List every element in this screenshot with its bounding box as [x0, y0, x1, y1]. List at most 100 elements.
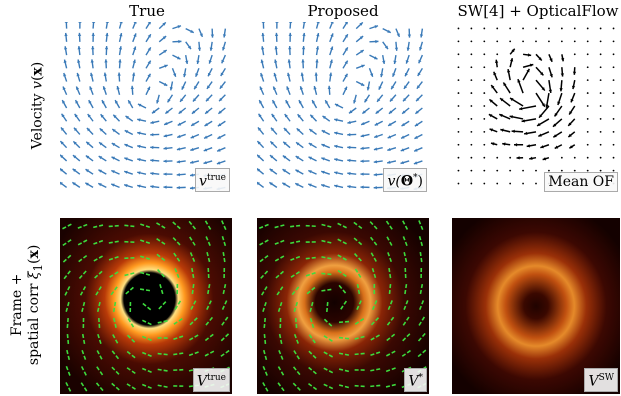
- correlation-tick: [290, 224, 303, 228]
- correlation-tick: [336, 367, 350, 373]
- optical-flow-dot: [586, 105, 589, 107]
- velocity-proposed-arrow: [284, 113, 291, 122]
- optical-flow-dot: [586, 66, 589, 69]
- optical-flow-dot: [586, 143, 589, 146]
- velocity-proposed-arrow: [401, 107, 410, 115]
- optical-flow-arrow: [542, 156, 550, 161]
- optical-flow-dot: [560, 27, 563, 30]
- velocity-proposed-arrow: [321, 129, 331, 136]
- optical-flow-arrow: [553, 105, 563, 117]
- velocity-true-arrow: [172, 54, 181, 60]
- velocity-true-arrow: [189, 160, 200, 164]
- optical-flow-dot: [599, 169, 602, 172]
- velocity-proposed-arrow: [307, 183, 317, 189]
- velocity-proposed-arrow: [308, 142, 317, 149]
- velocity-true-arrow: [195, 68, 200, 77]
- velocity-proposed-arrow: [269, 140, 278, 149]
- velocity-proposed-arrow: [413, 160, 423, 165]
- velocity-true-arrow: [222, 41, 227, 51]
- optical-flow-dot: [483, 169, 486, 172]
- velocity-proposed-arrow: [298, 99, 304, 109]
- optical-flow-dot: [548, 40, 550, 43]
- velocity-proposed-arrow: [271, 113, 278, 122]
- correlation-tick: [402, 300, 409, 312]
- velocity-true-arrow: [150, 184, 160, 189]
- correlation-tick: [109, 270, 121, 278]
- velocity-proposed-arrow: [342, 86, 348, 96]
- optical-flow-dot: [612, 118, 615, 120]
- velocity-true-arrow: [158, 80, 168, 87]
- optical-flow-dot: [573, 156, 576, 159]
- correlation-tick: [262, 348, 268, 360]
- velocity-proposed-arrow: [327, 85, 331, 95]
- velocity-true-arrow: [98, 155, 107, 162]
- correlation-tick: [140, 367, 152, 373]
- velocity-proposed-arrow: [334, 158, 344, 162]
- optical-flow-arrow: [548, 80, 553, 94]
- velocity-proposed-arrow: [386, 160, 397, 164]
- velocity-true-arrow: [163, 146, 173, 150]
- velocity-true-arrow: [150, 120, 160, 125]
- velocity-proposed-arrow: [369, 25, 379, 30]
- velocity-true-arrow: [145, 73, 152, 82]
- velocity-proposed-arrow: [348, 107, 357, 114]
- correlation-tick: [219, 333, 230, 343]
- optical-flow-dot: [509, 169, 512, 172]
- velocity-true-arrow: [163, 172, 173, 176]
- optical-flow-dot: [470, 156, 473, 159]
- velocity-true-arrow: [163, 159, 173, 163]
- velocity-proposed-arrow: [320, 184, 330, 189]
- optical-flow-dot: [599, 53, 602, 56]
- correlation-tick: [112, 299, 117, 313]
- tag-V-true: Vtrue: [192, 368, 230, 392]
- velocity-true-arrow: [101, 99, 107, 109]
- optical-flow-dot: [599, 156, 602, 159]
- frame-sw-panel: VSW: [452, 218, 620, 394]
- velocity-true-arrow: [163, 133, 173, 138]
- velocity-proposed-arrow: [260, 72, 265, 82]
- velocity-true-arrow: [205, 94, 213, 102]
- correlation-tick: [306, 365, 317, 375]
- velocity-proposed-arrow: [258, 99, 265, 109]
- velocity-true-arrow: [207, 67, 213, 77]
- velocity-proposed-arrow: [360, 185, 370, 189]
- optical-flow-dot: [470, 105, 473, 107]
- optical-flow-dot: [586, 27, 589, 30]
- optical-flow-dot: [470, 130, 473, 133]
- optical-flow-dot: [483, 92, 486, 94]
- optical-flow-arrow: [536, 118, 550, 127]
- optical-flow-arrow: [548, 54, 553, 63]
- correlation-tick: [124, 382, 136, 390]
- optical-flow-arrow: [521, 118, 537, 123]
- optical-flow-dot: [522, 169, 524, 172]
- velocity-proposed-arrow: [369, 39, 379, 44]
- velocity-proposed-arrow: [295, 155, 304, 162]
- velocity-proposed-arrow: [286, 86, 291, 96]
- tag-V-sw: VSW: [584, 368, 618, 392]
- optical-flow-dot: [599, 66, 602, 69]
- optical-flow-dot: [483, 66, 486, 69]
- correlation-tick: [140, 301, 152, 311]
- correlation-tick: [291, 364, 301, 376]
- frame-true-image: [60, 218, 232, 394]
- optical-flow-arrow: [490, 84, 498, 94]
- velocity-true-arrow: [87, 113, 94, 122]
- correlation-tick: [386, 300, 393, 312]
- correlation-tick: [321, 223, 334, 229]
- velocity-true-arrow: [172, 39, 182, 44]
- optical-flow-dot: [470, 92, 473, 94]
- optical-flow-dot: [470, 118, 473, 120]
- optical-flow-arrow: [545, 92, 550, 108]
- frame-proposed-panel: V*: [257, 218, 429, 394]
- optical-flow-arrow: [568, 144, 576, 149]
- optical-flow-dot: [573, 40, 576, 43]
- velocity-true-arrow: [88, 99, 94, 109]
- velocity-true-arrow: [97, 182, 107, 189]
- correlation-tick: [125, 285, 136, 295]
- correlation-tick: [277, 300, 284, 312]
- optical-flow-dot: [586, 156, 589, 159]
- optical-flow-dot: [483, 130, 486, 133]
- velocity-proposed-arrow: [375, 107, 384, 115]
- velocity-proposed-arrow: [275, 22, 279, 29]
- correlation-tick: [124, 365, 136, 375]
